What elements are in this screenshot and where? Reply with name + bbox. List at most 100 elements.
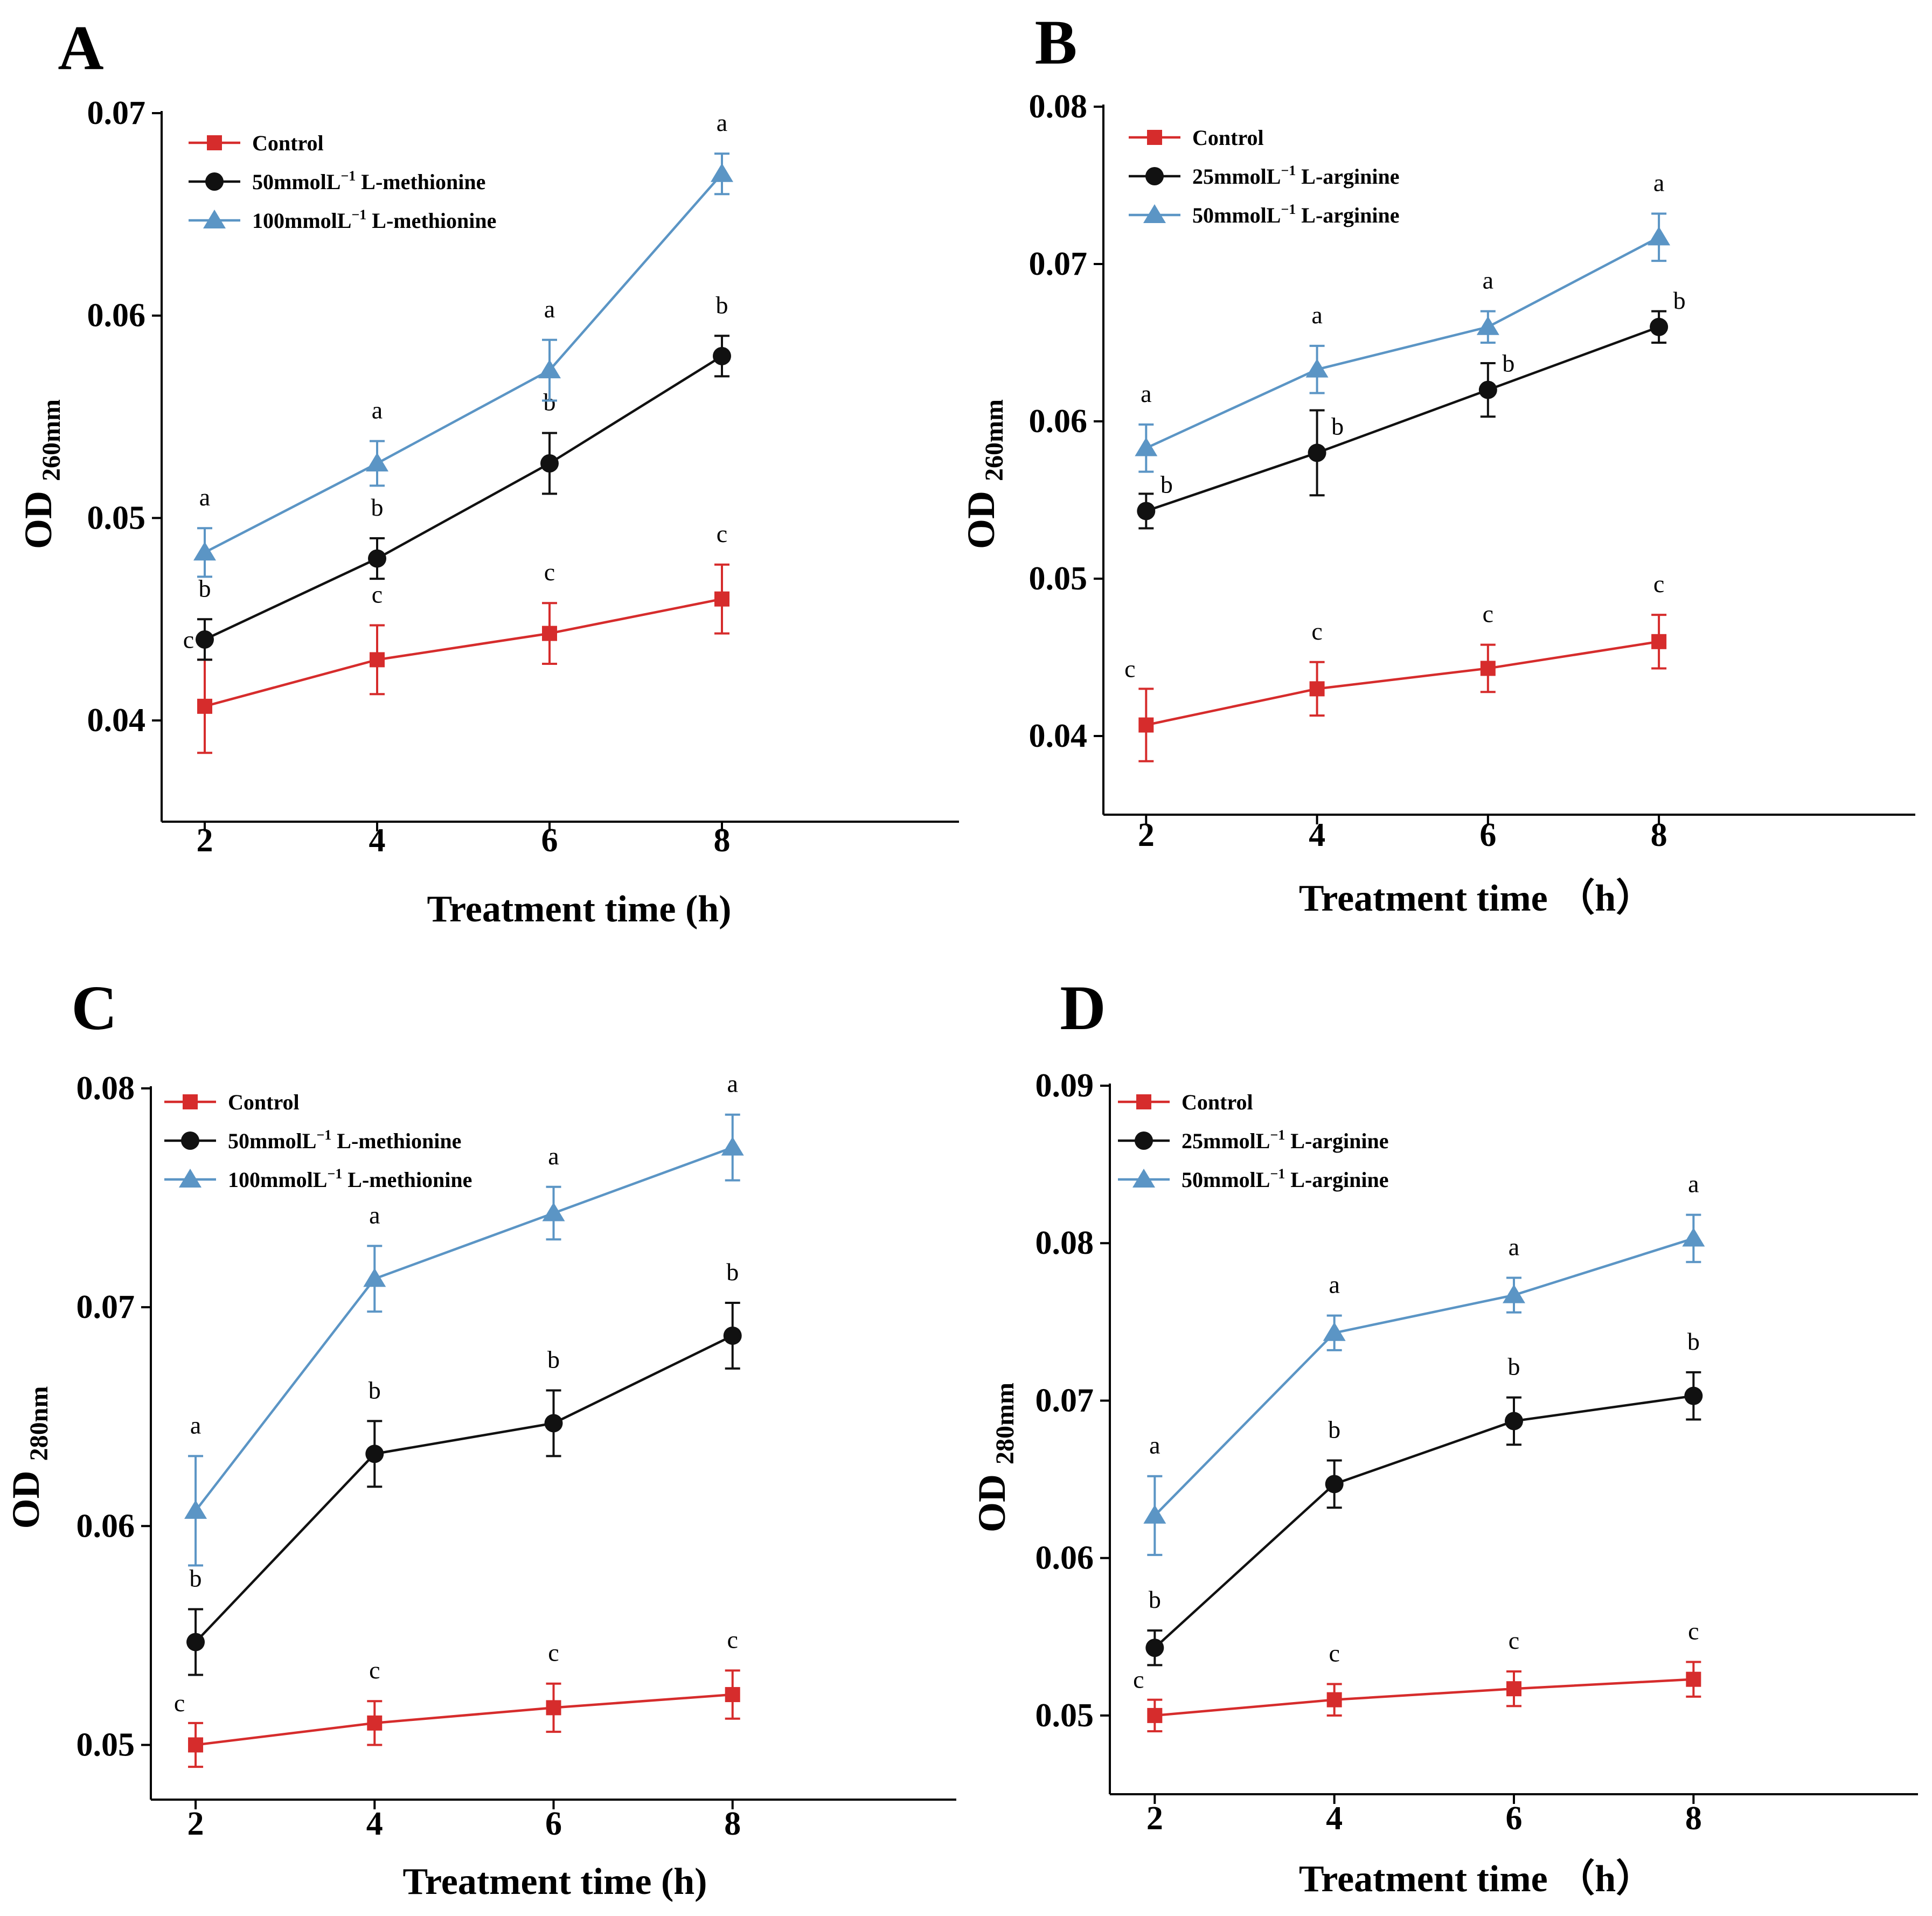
data-point-square — [1138, 717, 1154, 733]
y-axis-title: OD 280nm — [4, 1386, 53, 1529]
significance-letter: b — [369, 1376, 381, 1404]
panel-letter: C — [71, 973, 117, 1043]
legend-marker-circle — [181, 1131, 199, 1150]
y-axis-title: OD 260mm — [960, 399, 1009, 549]
y-tick-label: 0.06 — [1036, 1540, 1094, 1577]
legend-label-text: L-arginine — [1296, 203, 1399, 227]
chart-panel-c: C 0.05 0.06 0.07 0.08 2 4 6 8 Treatment time (h) O… — [4, 973, 956, 1903]
legend-label-superscript: −1 — [351, 207, 366, 223]
panel-letter: B — [1035, 7, 1078, 78]
legend-label-text: Control — [228, 1090, 300, 1114]
x-tick-label: 8 — [1651, 817, 1667, 853]
significance-letter: b — [716, 291, 728, 318]
data-point-circle — [1145, 1639, 1164, 1657]
y-axis-title-main: OD — [17, 481, 60, 549]
series-circle: b b b b — [196, 291, 731, 661]
legend-label-text: 50mmolL — [228, 1129, 316, 1153]
legend-label-text: 50mmolL — [1182, 1168, 1270, 1192]
data-point-square — [1147, 1707, 1163, 1723]
legend-marker-square — [207, 135, 222, 150]
series-square: c c c c — [183, 520, 729, 754]
legend-entry: Control — [164, 1090, 300, 1114]
y-axis-title-subscript: 260mm — [980, 399, 1009, 481]
data-point-triangle — [1305, 358, 1329, 378]
legend-label-text: L-methionine — [331, 1129, 461, 1153]
series-line — [204, 355, 723, 641]
significance-letter: c — [1124, 655, 1135, 682]
series-line — [1153, 1394, 1694, 1649]
legend-label-text: L-methionine — [356, 170, 485, 194]
significance-letter: c — [372, 581, 383, 608]
chart-panel-a: A 0.04 0.05 0.06 0.07 2 4 6 8 Treatment time (h) O… — [17, 12, 959, 930]
x-tick-label: 4 — [369, 822, 386, 859]
data-point-square — [197, 698, 212, 714]
legend-entry: Control — [1118, 1090, 1253, 1114]
data-point-circle — [186, 1633, 205, 1651]
significance-letter: a — [1483, 267, 1493, 294]
y-tick-label: 0.07 — [77, 1289, 135, 1325]
series-triangle: a a a a — [193, 109, 733, 578]
x-tick-label: 2 — [197, 822, 213, 859]
series-line — [204, 598, 722, 708]
legend-marker-triangle — [1143, 204, 1166, 223]
significance-letter: b — [547, 1345, 560, 1373]
y-axis-title-subscript: 280mm — [991, 1383, 1019, 1464]
legend-label: Control — [1192, 126, 1264, 150]
significance-letter: c — [1329, 1639, 1339, 1667]
data-point-circle — [1684, 1386, 1703, 1405]
legend-entry: Control — [1129, 126, 1264, 150]
series-line — [1145, 640, 1659, 726]
y-axis-title: OD 280mm — [970, 1383, 1019, 1532]
y-tick-label: 0.04 — [1029, 718, 1088, 754]
legend-label-text: L-arginine — [1296, 164, 1399, 189]
y-tick-label: 0.05 — [87, 499, 146, 536]
legend-marker-circle — [1145, 167, 1164, 185]
x-tick-label: 6 — [1506, 1800, 1523, 1837]
legend-marker-square — [1147, 130, 1162, 145]
data-point-square — [725, 1687, 740, 1703]
legend-label: 100mmolL−1 L-methionine — [252, 207, 496, 233]
data-point-triangle — [721, 1136, 744, 1156]
legend-label: Control — [252, 131, 324, 155]
significance-letter: a — [1688, 1170, 1699, 1198]
legend-label: 25mmolL−1 L-arginine — [1182, 1127, 1389, 1153]
y-axis-title-main: OD — [4, 1461, 47, 1529]
legend-entry: 50mmolL−1 L-methionine — [164, 1127, 461, 1153]
significance-letter: a — [548, 1142, 559, 1170]
data-point-square — [542, 626, 557, 641]
y-tick-label: 0.06 — [87, 297, 146, 334]
significance-letter: a — [1509, 1233, 1519, 1261]
significance-letter: b — [726, 1258, 739, 1286]
legend-entry: Control — [189, 131, 324, 155]
y-tick-label: 0.04 — [87, 702, 146, 739]
series-circle: b b b b — [1137, 287, 1686, 530]
y-tick-label: 0.08 — [77, 1070, 135, 1107]
y-tick-label: 0.06 — [1029, 403, 1088, 440]
significance-letter: b — [1502, 350, 1514, 377]
series-line — [1155, 1678, 1694, 1717]
x-axis-title: Treatment time （h） — [1299, 1858, 1653, 1900]
data-point-triangle — [1143, 1504, 1166, 1524]
x-axis-title: Treatment time (h) — [427, 888, 732, 930]
x-tick-label: 2 — [187, 1806, 204, 1842]
legend-marker-circle — [1135, 1131, 1153, 1150]
legend-marker-circle — [205, 172, 224, 191]
panel-letter: A — [58, 12, 103, 83]
significance-letter: a — [1311, 301, 1322, 329]
data-point-square — [714, 591, 729, 607]
significance-letter: a — [717, 109, 727, 136]
significance-letter: b — [1328, 1415, 1340, 1443]
series-square: c c c c — [1124, 570, 1667, 762]
x-tick-label: 2 — [1146, 1800, 1163, 1837]
data-point-circle — [723, 1326, 742, 1345]
significance-letter: b — [199, 574, 211, 602]
significance-letter: c — [1133, 1666, 1144, 1693]
significance-letter: c — [717, 520, 727, 547]
significance-letter: c — [727, 1626, 738, 1653]
data-point-triangle — [1476, 316, 1499, 335]
x-tick-label: 4 — [1309, 817, 1325, 853]
y-tick-label: 0.05 — [77, 1726, 135, 1763]
significance-letter: b — [190, 1565, 202, 1592]
significance-letter: a — [1141, 380, 1151, 407]
